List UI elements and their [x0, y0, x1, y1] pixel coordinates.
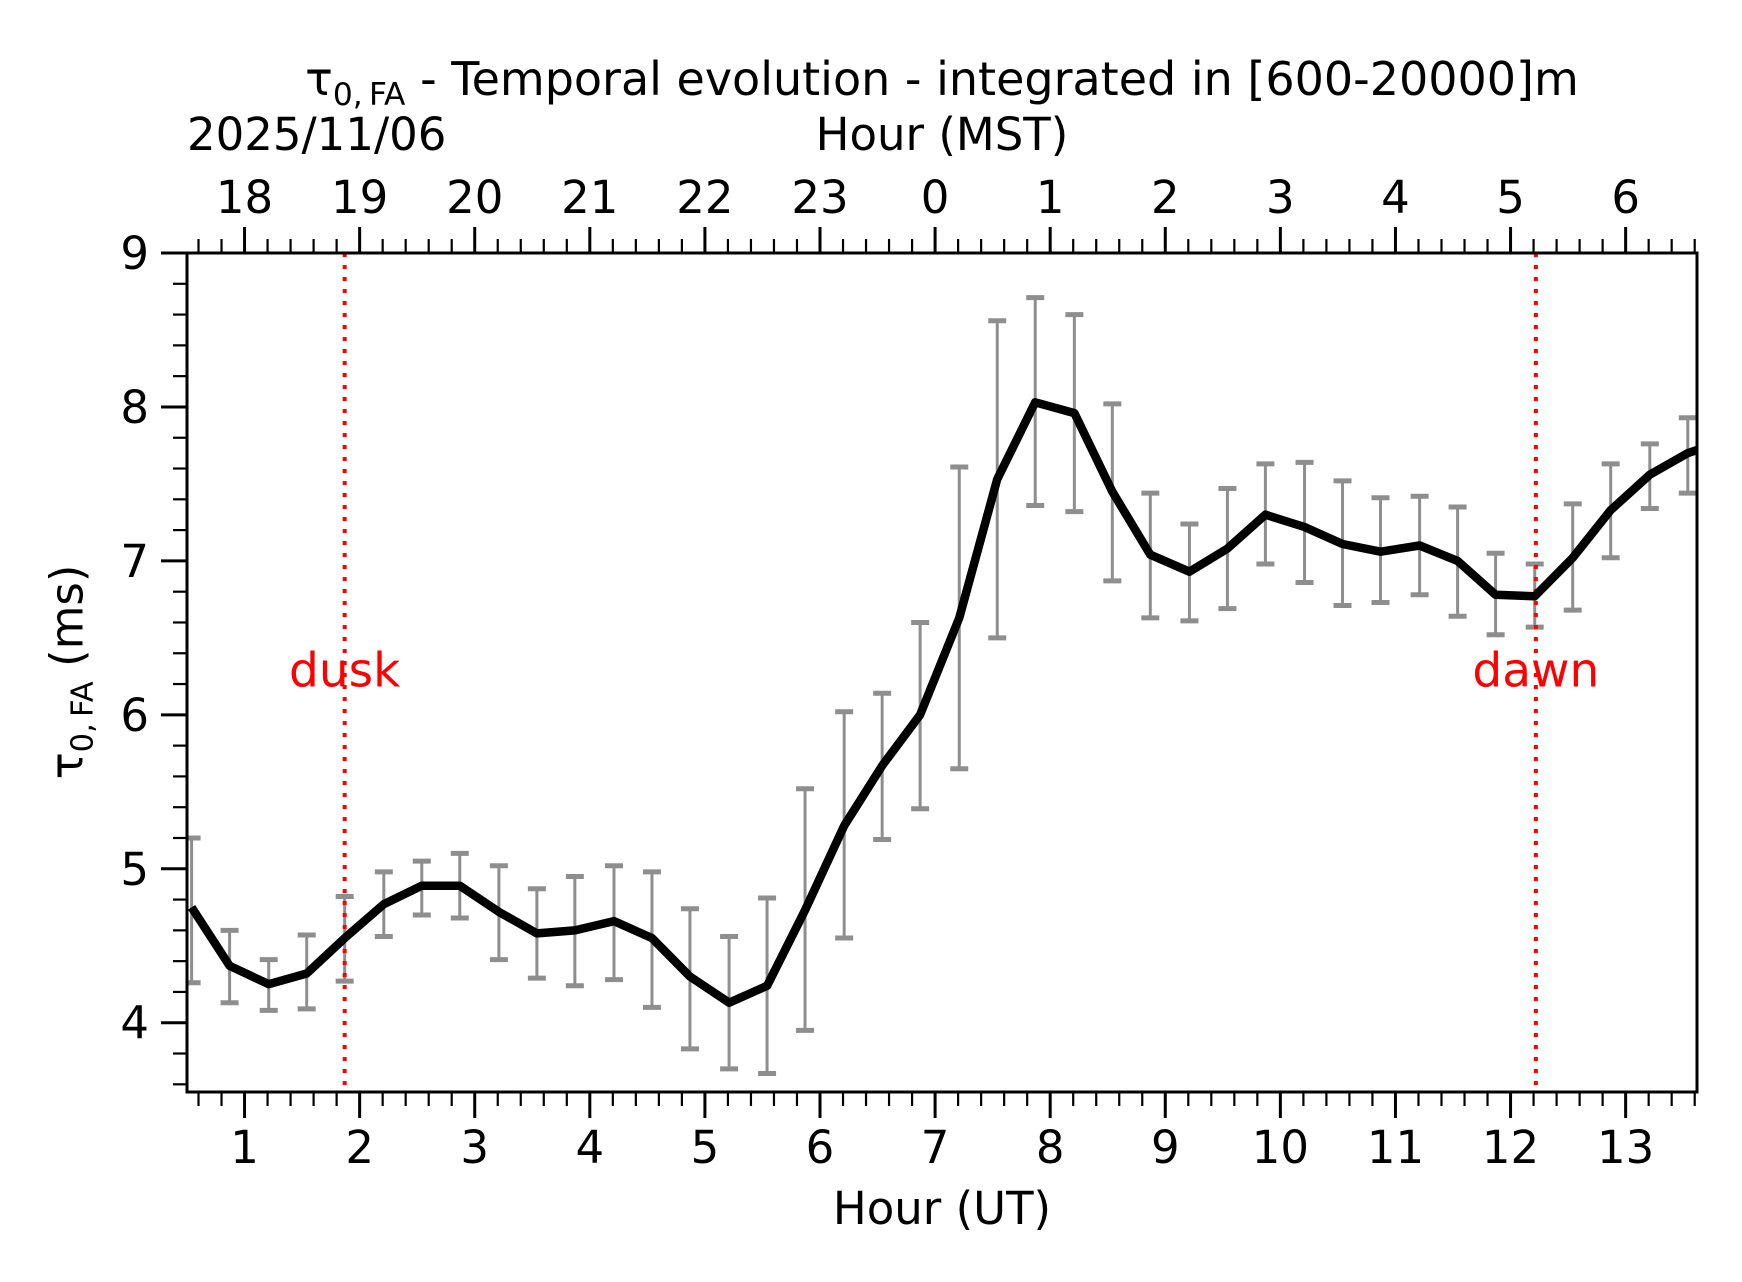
mst-tick-label: 18 — [216, 171, 273, 224]
dawn-annotation-label: dawn — [1472, 643, 1600, 699]
chart-title-text: - Temporal evolution - integrated in [60… — [405, 52, 1579, 106]
mst-tick-label: 6 — [1611, 171, 1640, 224]
y-tick-label: 6 — [120, 689, 149, 742]
y-tick-label: 9 — [120, 227, 149, 280]
x-tick-label: 10 — [1252, 1121, 1309, 1174]
mst-tick-label: 23 — [791, 171, 848, 224]
bottom-axis-title: Hour (UT) — [832, 1182, 1052, 1235]
x-tick-label: 11 — [1367, 1121, 1424, 1174]
x-tick-label: 5 — [691, 1121, 720, 1174]
mst-tick-label: 0 — [921, 171, 950, 224]
x-tick-label: 7 — [921, 1121, 950, 1174]
x-tick-label: 13 — [1597, 1121, 1654, 1174]
date-label: 2025/11/06 — [187, 108, 447, 161]
x-tick-label: 1 — [230, 1121, 259, 1174]
mst-tick-label: 4 — [1381, 171, 1410, 224]
x-tick-label: 9 — [1151, 1121, 1180, 1174]
mst-tick-label: 22 — [676, 171, 733, 224]
mst-tick-label: 1 — [1036, 171, 1065, 224]
x-tick-label: 3 — [460, 1121, 489, 1174]
y-axis-title-unit: (ms) — [40, 564, 94, 682]
mst-tick-label: 5 — [1496, 171, 1525, 224]
chart-title-subscript: 0, FA — [332, 77, 406, 114]
y-tick-label: 8 — [120, 381, 149, 434]
axes-box — [185, 251, 1699, 1094]
y-axis-title: τ0, FA (ms) — [41, 565, 101, 780]
ticks-group: 1182193204215226237081921031141251364567… — [120, 171, 1696, 1174]
chart-title: τ0, FA - Temporal evolution - integrated… — [187, 56, 1697, 111]
mst-tick-label: 2 — [1151, 171, 1180, 224]
dusk-annotation-label: dusk — [289, 643, 401, 699]
x-tick-label: 4 — [575, 1121, 604, 1174]
y-axis-title-tau: τ — [40, 752, 94, 780]
x-tick-label: 6 — [806, 1121, 835, 1174]
errorbars-group — [187, 295, 1697, 1077]
series-line — [188, 398, 1697, 1007]
mst-tick-label: 3 — [1266, 171, 1295, 224]
y-tick-label: 7 — [120, 535, 149, 588]
x-tick-label: 8 — [1036, 1121, 1065, 1174]
mst-tick-label: 20 — [446, 171, 503, 224]
x-tick-label: 2 — [345, 1121, 374, 1174]
y-tick-label: 4 — [120, 997, 149, 1050]
y-tick-label: 5 — [120, 843, 149, 896]
top-axis-title: Hour (MST) — [815, 108, 1069, 161]
x-tick-label: 12 — [1482, 1121, 1539, 1174]
chart-title-tau: τ — [305, 52, 333, 106]
y-axis-title-subscript: 0, FA — [65, 681, 101, 753]
mst-tick-label: 19 — [331, 171, 388, 224]
mst-tick-label: 21 — [561, 171, 618, 224]
